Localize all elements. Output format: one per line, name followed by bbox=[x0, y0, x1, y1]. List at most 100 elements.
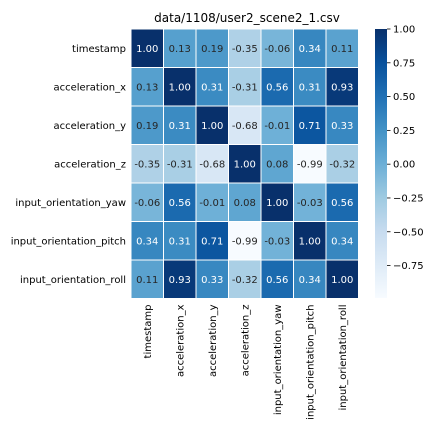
cell-value-label: 0.93 bbox=[331, 82, 353, 93]
heatmap-cell bbox=[293, 259, 327, 299]
heatmap-cell bbox=[163, 28, 197, 68]
column-tick-label: input_orientation_pitch bbox=[305, 305, 316, 420]
cell-value-label: 0.31 bbox=[169, 236, 191, 247]
cell-value-label: 0.11 bbox=[331, 44, 353, 55]
column-tick-labels: timestamp acceleration_x acceleration_y acc… bbox=[143, 304, 349, 419]
heatmap-cell bbox=[130, 182, 164, 222]
cell-value-label: 0.56 bbox=[266, 82, 288, 93]
heatmap-cell bbox=[293, 28, 327, 68]
cell-value-label: 0.31 bbox=[169, 121, 191, 132]
cell-value-label: 1.00 bbox=[266, 198, 288, 209]
cell-value-label: 0.19 bbox=[136, 121, 158, 132]
cell-value-label: -0.06 bbox=[264, 44, 290, 55]
cell-value-label: 0.08 bbox=[234, 198, 256, 209]
cell-value-label: -0.01 bbox=[199, 198, 225, 209]
cell-value-label: 1.00 bbox=[136, 44, 158, 55]
cell-value-label: -0.06 bbox=[134, 198, 160, 209]
row-tick-labels: timestamp acceleration_x acceleration_yacc… bbox=[11, 44, 126, 286]
heatmap-cell bbox=[163, 221, 197, 261]
cell-value-label: -0.99 bbox=[232, 236, 258, 247]
heatmap-cell bbox=[260, 105, 294, 145]
heatmap-cell bbox=[260, 259, 294, 299]
colorbar-tick-label: 0.75 bbox=[393, 58, 415, 69]
cell-value-label: -0.31 bbox=[167, 159, 193, 170]
cell-value-label: -0.03 bbox=[297, 198, 323, 209]
heatmap-cell bbox=[228, 259, 262, 299]
cell-value-label: -0.03 bbox=[264, 236, 290, 247]
cell-value-label: 1.00 bbox=[331, 275, 353, 286]
heatmap-cell bbox=[325, 105, 359, 145]
cell-value-label: 0.71 bbox=[201, 236, 223, 247]
heatmap-cell bbox=[228, 105, 262, 145]
heatmap-cell bbox=[325, 221, 359, 261]
colorbar: 1.00 0.75 0.50 0.25 0.00 −0.25 −0.50 −0.75 bbox=[375, 25, 424, 298]
heatmap-cell bbox=[325, 259, 359, 299]
row-tick-label: input_orientation_roll bbox=[20, 275, 126, 286]
heatmap-cell bbox=[195, 105, 229, 145]
heatmap-cell bbox=[130, 221, 164, 261]
cell-value-label: 0.31 bbox=[201, 82, 223, 93]
heatmap-cells: 1.00 0.13 0.19 -0.35 -0.06 0.34 0.11 0.13 1.00 0.… bbox=[130, 28, 359, 299]
column-tick-label: input_orientation_yaw bbox=[273, 305, 284, 416]
colorbar-tick-label: 0.00 bbox=[393, 160, 415, 171]
column-tick-label: acceleration_x bbox=[175, 304, 186, 377]
heatmap-cell bbox=[325, 67, 359, 107]
cell-value-label: 0.31 bbox=[299, 82, 321, 93]
cell-value-label: 0.13 bbox=[136, 82, 158, 93]
colorbar-tick-label: 0.50 bbox=[393, 92, 415, 103]
cell-value-label: 0.33 bbox=[201, 275, 223, 286]
row-tick-label: input_orientation_pitch bbox=[11, 236, 126, 247]
cell-value-label: -0.32 bbox=[232, 275, 258, 286]
cell-value-label: -0.99 bbox=[297, 159, 323, 170]
cell-value-label: 1.00 bbox=[169, 82, 191, 93]
cell-value-label: -0.68 bbox=[232, 121, 258, 132]
row-tick-label: acceleration_y bbox=[53, 121, 126, 132]
heatmap-cell bbox=[163, 105, 197, 145]
chart-title: data/1108/user2_scene2_1.csv bbox=[154, 11, 340, 25]
cell-value-label: -0.31 bbox=[232, 82, 258, 93]
cell-value-label: 0.08 bbox=[266, 159, 288, 170]
cell-value-label: -0.32 bbox=[329, 159, 355, 170]
row-tick-label: acceleration_x bbox=[53, 82, 126, 93]
cell-value-label: 0.13 bbox=[169, 44, 191, 55]
heatmap-cell bbox=[260, 67, 294, 107]
cell-value-label: 0.34 bbox=[299, 275, 321, 286]
heatmap-cell bbox=[195, 67, 229, 107]
cell-value-label: 1.00 bbox=[201, 121, 223, 132]
cell-value-label: -0.35 bbox=[232, 44, 258, 55]
row-tick-label: acceleration_z bbox=[54, 159, 126, 170]
colorbar-tick-label: 0.25 bbox=[393, 126, 415, 137]
column-tick-label: timestamp bbox=[143, 305, 154, 359]
heatmap-cell bbox=[130, 67, 164, 107]
cell-value-label: 0.34 bbox=[299, 44, 321, 55]
colorbar-tick-label: 1.00 bbox=[393, 25, 415, 36]
heatmap-cell bbox=[195, 182, 229, 222]
cell-value-label: -0.35 bbox=[134, 159, 160, 170]
cell-value-label: 1.00 bbox=[299, 236, 321, 247]
cell-value-label: 0.33 bbox=[331, 121, 353, 132]
cell-value-label: 1.00 bbox=[234, 159, 256, 170]
cell-value-label: 0.34 bbox=[331, 236, 353, 247]
row-tick-label: timestamp bbox=[72, 44, 126, 55]
cell-value-label: 0.34 bbox=[136, 236, 158, 247]
colorbar-tick-label: −0.25 bbox=[393, 193, 424, 204]
heatmap-cell bbox=[163, 144, 197, 184]
colorbar-tick-label: −0.50 bbox=[393, 227, 424, 238]
heatmap-cell bbox=[195, 259, 229, 299]
heatmap-cell bbox=[293, 105, 327, 145]
column-tick-label: acceleration_y bbox=[208, 304, 219, 377]
row-tick-label: input_orientation_yaw bbox=[15, 198, 126, 209]
heatmap-cell bbox=[293, 144, 327, 184]
cell-value-label: 0.71 bbox=[299, 121, 321, 132]
column-tick-label: input_orientation_roll bbox=[338, 305, 349, 411]
colorbar-tick-label: −0.75 bbox=[393, 261, 424, 272]
cell-value-label: 0.56 bbox=[266, 275, 288, 286]
heatmap-cell bbox=[130, 28, 164, 68]
cell-value-label: 0.56 bbox=[169, 198, 191, 209]
cell-value-label: 0.56 bbox=[331, 198, 353, 209]
cell-value-label: -0.01 bbox=[264, 121, 290, 132]
heatmap-cell bbox=[130, 144, 164, 184]
cell-value-label: -0.68 bbox=[199, 159, 225, 170]
colorbar-gradient bbox=[375, 29, 387, 298]
